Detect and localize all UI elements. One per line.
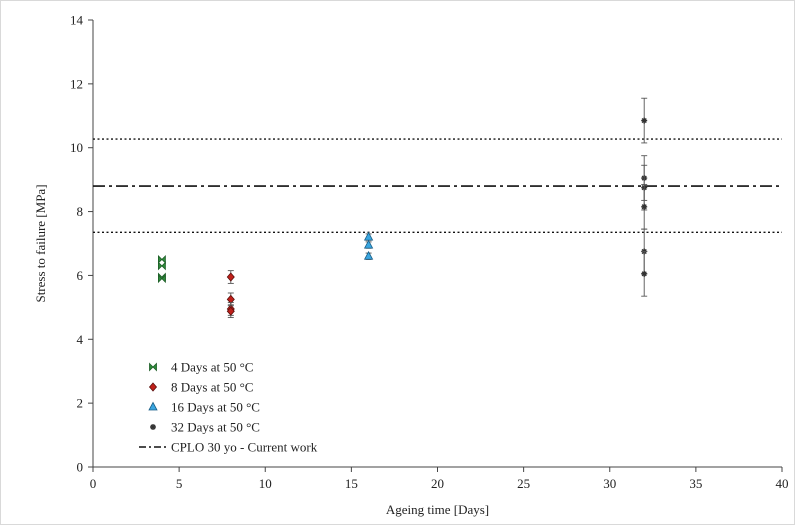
x-tick-label: 15 <box>345 476 358 491</box>
data-point <box>158 274 166 284</box>
data-point <box>158 261 166 271</box>
legend-marker <box>148 401 158 411</box>
data-point <box>641 203 648 210</box>
x-tick-label: 30 <box>603 476 616 491</box>
x-tick-label: 10 <box>259 476 272 491</box>
y-tick-label: 2 <box>77 396 84 411</box>
legend-label: 16 Days at 50 °C <box>171 400 260 415</box>
data-point <box>363 239 374 249</box>
data-point <box>641 117 648 124</box>
y-axis-title: Stress to failure [MPa] <box>33 184 48 302</box>
legend-label: 4 Days at 50 °C <box>171 360 253 375</box>
y-tick-label: 10 <box>70 140 83 155</box>
legend-marker <box>148 382 158 392</box>
x-tick-label: 5 <box>176 476 183 491</box>
y-tick-label: 14 <box>70 13 84 28</box>
legend-label: 8 Days at 50 °C <box>171 380 253 395</box>
x-tick-label: 0 <box>90 476 97 491</box>
x-axis-title: Ageing time [Days] <box>386 502 489 517</box>
legend-label: 32 Days at 50 °C <box>171 420 260 435</box>
x-tick-label: 35 <box>689 476 702 491</box>
y-tick-label: 6 <box>77 268 84 283</box>
data-point <box>641 270 648 277</box>
y-tick-label: 4 <box>77 332 84 347</box>
data-point <box>226 272 235 282</box>
x-tick-label: 40 <box>776 476 789 491</box>
legend-marker <box>150 424 156 430</box>
legend-label: CPLO 30 yo - Current work <box>171 440 318 455</box>
y-tick-label: 12 <box>70 76 83 91</box>
data-point <box>226 306 235 316</box>
x-tick-label: 20 <box>431 476 444 491</box>
data-point <box>363 250 374 260</box>
data-point <box>158 254 166 264</box>
legend-marker <box>149 362 157 372</box>
x-tick-label: 25 <box>517 476 530 491</box>
y-tick-label: 0 <box>77 460 84 475</box>
y-tick-label: 8 <box>77 204 84 219</box>
